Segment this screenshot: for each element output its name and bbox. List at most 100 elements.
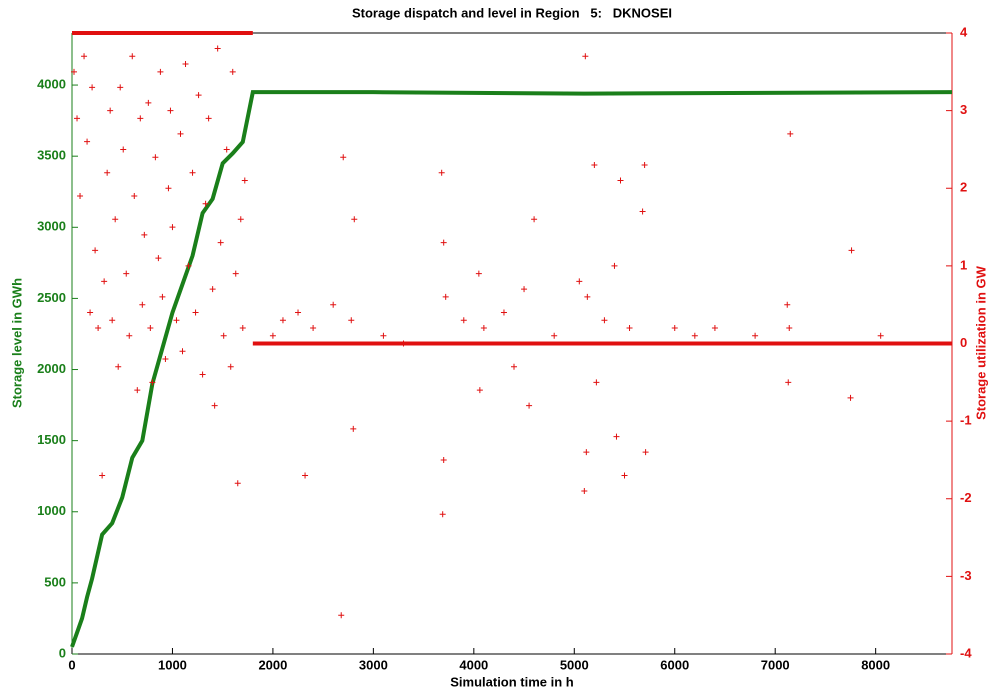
scatter-point: [95, 324, 102, 331]
scatter-point: [134, 387, 141, 394]
scatter-point: [126, 332, 133, 339]
y2-tick-label: -1: [960, 413, 972, 428]
scatter-point: [101, 278, 108, 285]
scatter-point: [310, 324, 317, 331]
scatter-point: [195, 92, 202, 99]
scatter-point: [711, 324, 718, 331]
scatter-point: [581, 487, 588, 494]
scatter-point: [169, 224, 176, 231]
series-line: [70, 90, 953, 648]
scatter-point: [639, 208, 646, 215]
scatter-point: [351, 216, 358, 223]
y-tick-label: 1000: [37, 503, 66, 518]
scatter-point: [691, 332, 698, 339]
scatter-point: [123, 270, 130, 277]
scatter-point: [476, 387, 483, 394]
scatter-point: [785, 379, 792, 386]
scatter-point: [205, 115, 212, 122]
scatter-point: [621, 472, 628, 479]
scatter-point: [74, 115, 81, 122]
scatter-point: [131, 193, 138, 200]
scatter-point: [141, 231, 148, 238]
x-tick-label: 7000: [761, 657, 790, 672]
y2-tick-label: -4: [960, 645, 972, 660]
scatter-point: [237, 216, 244, 223]
y-tick-label: 0: [59, 645, 66, 660]
scatter-point: [784, 301, 791, 308]
x-tick-label: 8000: [861, 657, 890, 672]
scatter-point: [159, 293, 166, 300]
scatter-point: [438, 169, 445, 176]
scatter-point: [526, 402, 533, 409]
scatter-point: [531, 216, 538, 223]
scatter-point: [185, 262, 192, 269]
y2-tick-label: -2: [960, 490, 972, 505]
scatter-point: [787, 130, 794, 137]
scatter-point: [576, 278, 583, 285]
y2-tick-label: -3: [960, 568, 972, 583]
y-tick-label: 2000: [37, 361, 66, 376]
scatter-point: [107, 107, 114, 114]
scatter-point: [611, 262, 618, 269]
scatter-point: [89, 84, 96, 91]
scatter-point: [440, 239, 447, 246]
x-tick-label: 4000: [459, 657, 488, 672]
scatter-point: [81, 53, 88, 60]
y2-tick-label: 0: [960, 335, 967, 350]
scatter-point: [380, 332, 387, 339]
scatter-point: [192, 309, 199, 316]
scatter-point: [593, 379, 600, 386]
scatter-point: [149, 379, 156, 386]
scatter-point: [129, 53, 136, 60]
scatter-point: [189, 169, 196, 176]
y-tick-label: 2500: [37, 290, 66, 305]
scatter-point: [71, 68, 78, 75]
scatter-point: [84, 138, 91, 145]
scatter-point: [848, 247, 855, 254]
scatter-point: [847, 394, 854, 401]
scatter-point: [440, 456, 447, 463]
scatter-point: [177, 130, 184, 137]
x-tick-label: 0: [68, 657, 75, 672]
scatter-point: [511, 363, 518, 370]
scatter-point: [232, 270, 239, 277]
scatter-point: [137, 115, 144, 122]
scatter-point: [642, 449, 649, 456]
scatter-point: [348, 317, 355, 324]
scatter-point: [217, 239, 224, 246]
x-tick-label: 1000: [158, 657, 187, 672]
scatter-point: [475, 270, 482, 277]
scatter-point: [500, 309, 507, 316]
scatter-point: [167, 107, 174, 114]
scatter-point: [752, 332, 759, 339]
scatter-point: [147, 324, 154, 331]
scatter-point: [239, 324, 246, 331]
x-tick-label: 2000: [258, 657, 287, 672]
scatter-point: [179, 348, 186, 355]
scatter-point: [269, 332, 276, 339]
scatter-point: [330, 301, 337, 308]
scatter-point: [241, 177, 248, 184]
scatter-point: [601, 317, 608, 324]
y-tick-label: 500: [44, 574, 66, 589]
x-axis-title: Simulation time in h: [450, 674, 574, 689]
scatter-point: [641, 161, 648, 168]
scatter-point: [145, 99, 152, 106]
y-tick-label: 4000: [37, 76, 66, 91]
scatter-point: [214, 45, 221, 52]
scatter-point: [460, 317, 467, 324]
scatter-point: [211, 402, 218, 409]
scatter-point: [786, 324, 793, 331]
y-axis-title: Storage level in GWh: [9, 278, 24, 408]
scatter-point: [162, 356, 169, 363]
y2-tick-label: 3: [960, 102, 967, 117]
scatter-point: [229, 68, 236, 75]
scatter-point: [442, 293, 449, 300]
scatter-point: [582, 53, 589, 60]
scatter-point: [99, 472, 106, 479]
scatter-point: [338, 612, 345, 619]
x-tick-label: 3000: [359, 657, 388, 672]
scatter-point: [199, 371, 206, 378]
scatter-point: [152, 154, 159, 161]
